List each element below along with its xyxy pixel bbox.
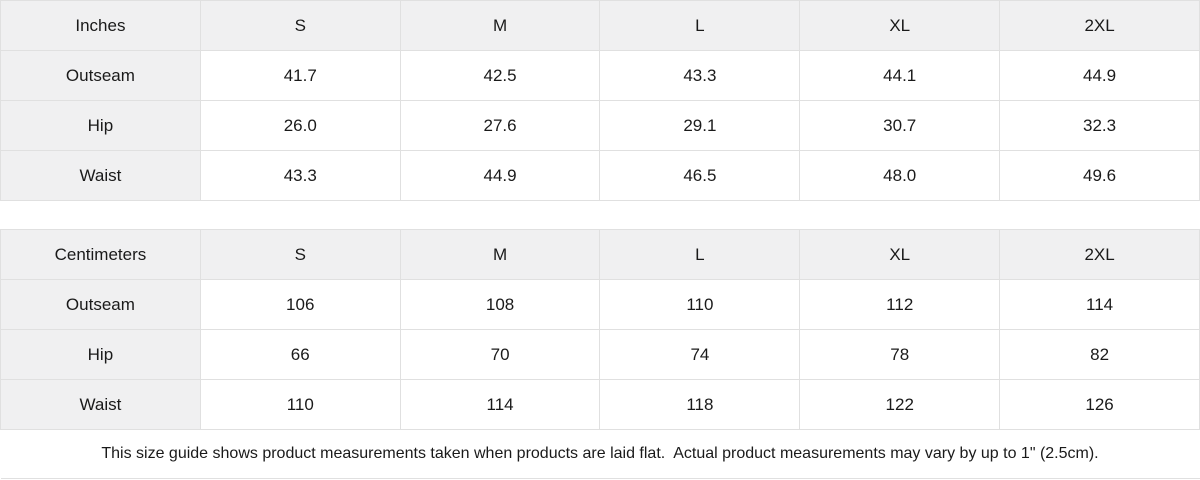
size-header-cell-m: M (399, 0, 601, 51)
row-label-cell: Hip (0, 100, 201, 151)
value-cell: 43.3 (199, 150, 401, 201)
value-cell: 106 (199, 279, 401, 330)
size-header-cell-xl: XL (799, 0, 1001, 51)
size-header-cell-xl: XL (799, 229, 1001, 280)
value-cell: 44.9 (999, 50, 1200, 101)
size-header-cell-s: S (199, 0, 401, 51)
value-cell: 114 (399, 379, 601, 430)
unit-header-cell: Centimeters (0, 229, 201, 280)
value-cell: 66 (199, 329, 401, 380)
size-header-cell-2xl: 2XL (999, 0, 1200, 51)
inches-hip-row: Hip 26.0 27.6 29.1 30.7 32.3 (0, 100, 1200, 151)
inches-waist-row: Waist 43.3 44.9 46.5 48.0 49.6 (0, 150, 1200, 201)
value-cell: 114 (999, 279, 1200, 330)
spacer-row (0, 200, 1200, 230)
footer-note: This size guide shows product measuremen… (0, 429, 1200, 479)
inches-outseam-row: Outseam 41.7 42.5 43.3 44.1 44.9 (0, 50, 1200, 101)
value-cell: 74 (599, 329, 801, 380)
cm-header-row: Centimeters S M L XL 2XL (0, 229, 1200, 280)
value-cell: 126 (999, 379, 1200, 430)
value-cell: 49.6 (999, 150, 1200, 201)
value-cell: 26.0 (199, 100, 401, 151)
value-cell: 41.7 (199, 50, 401, 101)
value-cell: 110 (599, 279, 801, 330)
value-cell: 46.5 (599, 150, 801, 201)
value-cell: 122 (799, 379, 1001, 430)
value-cell: 82 (999, 329, 1200, 380)
spacer-cell (0, 200, 1200, 230)
row-label-cell: Waist (0, 150, 201, 201)
value-cell: 112 (799, 279, 1001, 330)
row-label-cell: Outseam (0, 50, 201, 101)
value-cell: 48.0 (799, 150, 1001, 201)
value-cell: 32.3 (999, 100, 1200, 151)
value-cell: 70 (399, 329, 601, 380)
size-header-cell-s: S (199, 229, 401, 280)
value-cell: 44.9 (399, 150, 601, 201)
value-cell: 108 (399, 279, 601, 330)
cm-hip-row: Hip 66 70 74 78 82 (0, 329, 1200, 380)
cm-waist-row: Waist 110 114 118 122 126 (0, 379, 1200, 430)
value-cell: 44.1 (799, 50, 1001, 101)
size-header-cell-l: L (599, 0, 801, 51)
unit-header-cell: Inches (0, 0, 201, 51)
value-cell: 43.3 (599, 50, 801, 101)
row-label-cell: Waist (0, 379, 201, 430)
size-header-cell-2xl: 2XL (999, 229, 1200, 280)
value-cell: 78 (799, 329, 1001, 380)
value-cell: 27.6 (399, 100, 601, 151)
row-label-cell: Outseam (0, 279, 201, 330)
cm-outseam-row: Outseam 106 108 110 112 114 (0, 279, 1200, 330)
value-cell: 29.1 (599, 100, 801, 151)
footer-row: This size guide shows product measuremen… (0, 429, 1200, 479)
value-cell: 42.5 (399, 50, 601, 101)
inches-header-row: Inches S M L XL 2XL (0, 0, 1200, 51)
size-header-cell-m: M (399, 229, 601, 280)
value-cell: 118 (599, 379, 801, 430)
row-label-cell: Hip (0, 329, 201, 380)
size-header-cell-l: L (599, 229, 801, 280)
value-cell: 30.7 (799, 100, 1001, 151)
value-cell: 110 (199, 379, 401, 430)
